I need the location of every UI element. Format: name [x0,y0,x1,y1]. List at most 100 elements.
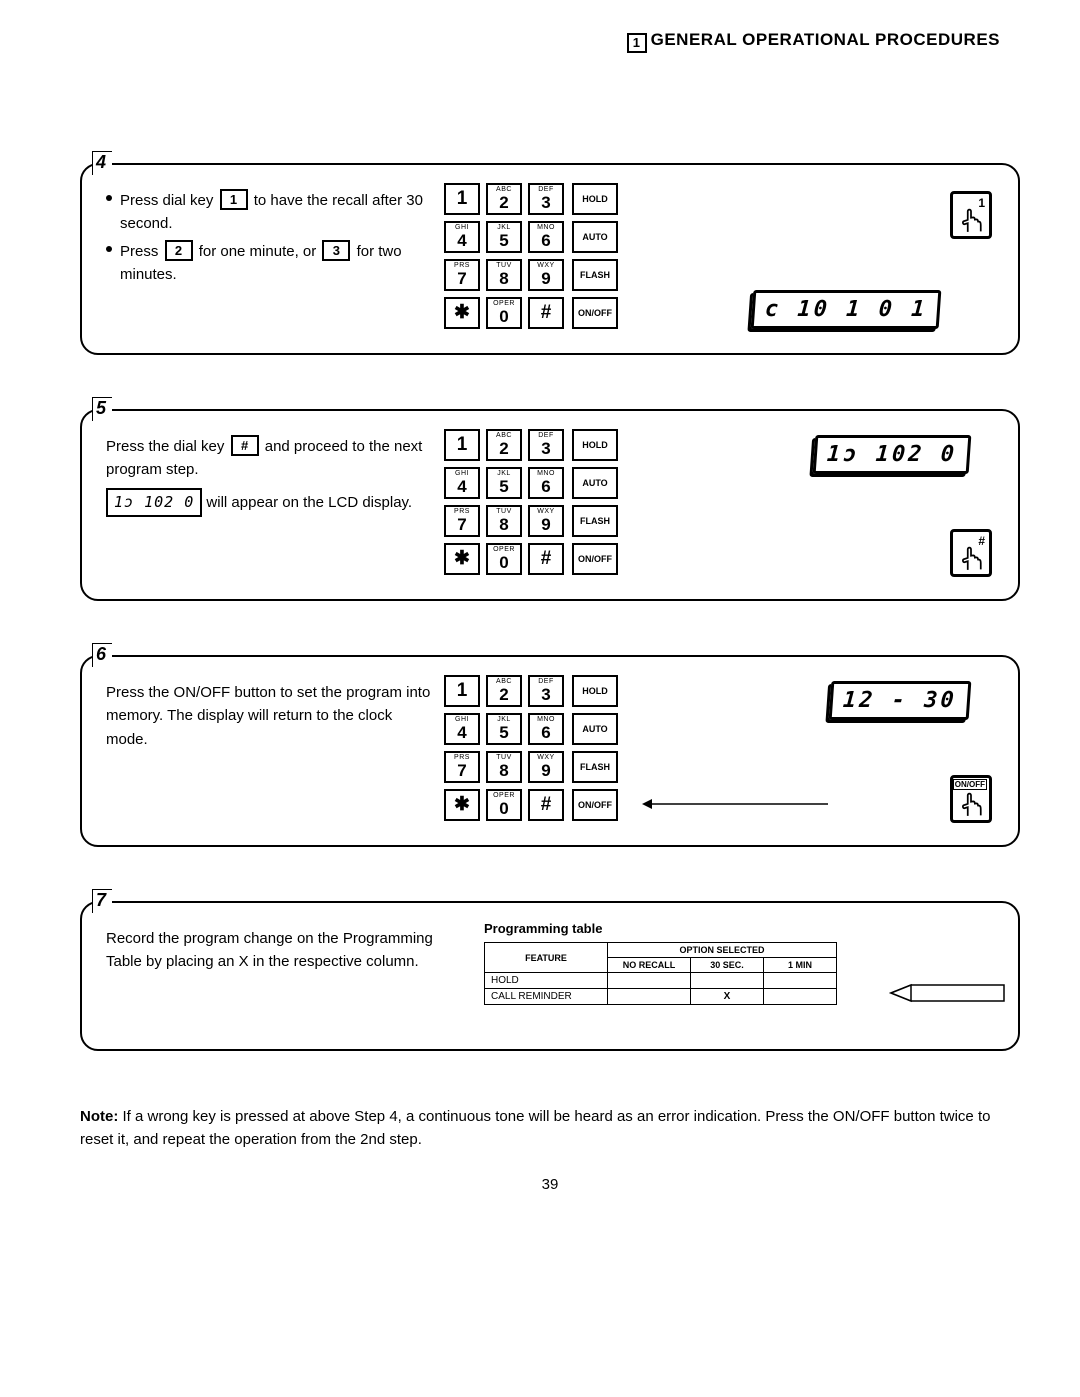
hand-label: 1 [978,196,985,210]
dial-key-8[interactable]: TUV8 [486,751,522,783]
note: Note: If a wrong key is pressed at above… [80,1105,1020,1152]
cell [764,973,837,989]
note-label: Note: [80,1108,118,1125]
dial-key-#[interactable]: # [528,297,564,329]
func-keys: HOLD AUTO FLASH ON/OFF [572,675,618,827]
dial-key-9[interactable]: WXY9 [528,259,564,291]
pointing-hand-icon [958,546,984,572]
step-6-text: Press the ON/OFF button to set the progr… [106,675,444,827]
dial-key-✱[interactable]: ✱ [444,297,480,329]
step-5-panel: 5 Press the dial key # and proceed to th… [80,409,1020,601]
func-key-on-off[interactable]: ON/OFF [572,789,618,821]
pencil-icon [886,973,1006,1013]
dial-key-8[interactable]: TUV8 [486,259,522,291]
dial-key-#[interactable]: # [528,543,564,575]
table-row: HOLD [485,973,837,989]
step-5-text: Press the dial key # and proceed to the … [106,429,444,581]
func-key-flash[interactable]: FLASH [572,751,618,783]
step-4-illustration: 1ABC2DEF3GHI4JKL5MNO6PRS7TUV8WXY9✱OPER0#… [444,183,1000,335]
lcd-display: c 10 1 0 1 [750,290,941,329]
table-row: CALL REMINDER X [485,989,837,1005]
dial-key-6[interactable]: MNO6 [528,221,564,253]
dial-key-5[interactable]: JKL5 [486,467,522,499]
step-7-panel: 7 Record the program change on the Progr… [80,901,1020,1051]
hand-icon: ON/OFF [950,775,992,823]
hand-icon: # [950,529,992,577]
func-key-auto[interactable]: AUTO [572,467,618,499]
func-key-flash[interactable]: FLASH [572,505,618,537]
header-section-number: 1 [627,33,647,53]
func-keys: HOLD AUTO FLASH ON/OFF [572,429,618,581]
step-6-number: 6 [92,643,112,667]
lcd-display: 12 - 30 [829,681,971,720]
dial-key-✱[interactable]: ✱ [444,789,480,821]
lcd-inline: 1ɔ 102 0 [106,488,202,517]
dial-key-0[interactable]: OPER0 [486,297,522,329]
dial-key-7[interactable]: PRS7 [444,751,480,783]
dial-key-0[interactable]: OPER0 [486,789,522,821]
step-6-panel: 6 Press the ON/OFF button to set the pro… [80,655,1020,847]
func-key-flash[interactable]: FLASH [572,259,618,291]
page: 1GENERAL OPERATIONAL PROCEDURES 4 Press … [0,0,1080,1397]
dial-key-8[interactable]: TUV8 [486,505,522,537]
programming-table: FEATURE OPTION SELECTED NO RECALL 30 SEC… [484,942,837,1005]
dial-key-1[interactable]: 1 [444,429,480,461]
dial-key-2[interactable]: ABC2 [486,429,522,461]
hand-label: # [978,534,985,548]
dial-key-4[interactable]: GHI4 [444,713,480,745]
step-7-number: 7 [92,889,112,913]
dial-key-3[interactable]: DEF3 [528,675,564,707]
step-6-illustration: 1ABC2DEF3 GHI4JKL5MNO6 PRS7TUV8WXY9 ✱OPER0#… [444,675,1000,827]
dial-key-#[interactable]: # [528,789,564,821]
dial-key-1[interactable]: 1 [444,183,480,215]
dial-key-2[interactable]: ABC2 [486,183,522,215]
table-option-header: OPTION SELECTED [608,943,837,958]
key-hash-inline: # [231,435,259,456]
dial-key-9[interactable]: WXY9 [528,751,564,783]
cell: HOLD [485,973,608,989]
step4-line1a: Press dial key [120,192,213,209]
key-3-inline: 3 [322,240,350,261]
step4-line2a: Press [120,243,158,260]
func-key-auto[interactable]: AUTO [572,221,618,253]
dial-key-6[interactable]: MNO6 [528,467,564,499]
dial-key-3[interactable]: DEF3 [528,429,564,461]
key-2-inline: 2 [165,240,193,261]
cell [608,973,691,989]
keypad: 1ABC2DEF3 GHI4JKL5MNO6 PRS7TUV8WXY9 ✱OPER0# [444,183,564,335]
page-number: 39 [80,1176,1020,1193]
func-key-auto[interactable]: AUTO [572,713,618,745]
dial-key-✱[interactable]: ✱ [444,543,480,575]
step4-line2b: for one minute, or [199,243,317,260]
dial-key-2[interactable]: ABC2 [486,675,522,707]
dial-key-7[interactable]: PRS7 [444,259,480,291]
cell [764,989,837,1005]
step-4-number: 4 [92,151,112,175]
step-4-text: Press dial key 1 to have the recall afte… [106,183,444,335]
step-7-text: Record the program change on the Program… [106,921,444,1031]
table-col: 1 MIN [764,958,837,973]
dial-key-5[interactable]: JKL5 [486,713,522,745]
dial-key-4[interactable]: GHI4 [444,467,480,499]
func-key-on-off[interactable]: ON/OFF [572,297,618,329]
dial-key-9[interactable]: WXY9 [528,505,564,537]
pointing-hand-icon [958,208,984,234]
dial-key-5[interactable]: JKL5 [486,221,522,253]
step5-line1a: Press the dial key [106,438,224,455]
dial-key-6[interactable]: MNO6 [528,713,564,745]
pointing-hand-icon [958,792,984,818]
func-key-on-off[interactable]: ON/OFF [572,543,618,575]
dial-key-0[interactable]: OPER0 [486,543,522,575]
func-key-hold[interactable]: HOLD [572,183,618,215]
dial-key-3[interactable]: DEF3 [528,183,564,215]
func-key-hold[interactable]: HOLD [572,429,618,461]
dial-key-7[interactable]: PRS7 [444,505,480,537]
hand-icon: 1 [950,191,992,239]
func-key-hold[interactable]: HOLD [572,675,618,707]
dial-key-1[interactable]: 1 [444,675,480,707]
table-col: NO RECALL [608,958,691,973]
cell [608,989,691,1005]
page-header: 1GENERAL OPERATIONAL PROCEDURES [80,30,1020,53]
table-feature-header: FEATURE [485,943,608,973]
dial-key-4[interactable]: GHI4 [444,221,480,253]
